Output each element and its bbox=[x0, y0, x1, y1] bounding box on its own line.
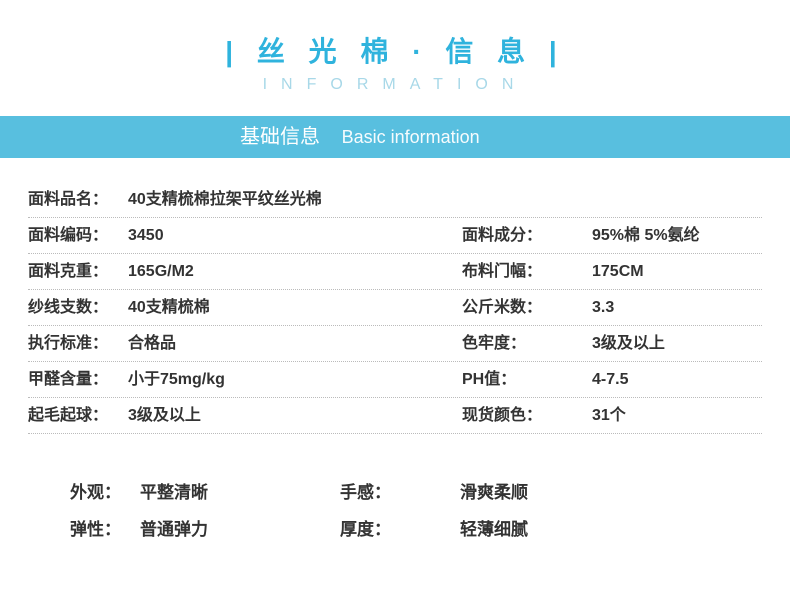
spec-label: 公斤米数： bbox=[462, 290, 592, 325]
prop-value: 轻薄细腻 bbox=[410, 515, 720, 540]
spec-value: 4-7.5 bbox=[592, 362, 762, 397]
section-cn: 基础信息 bbox=[240, 126, 320, 148]
spec-label: 面料成分： bbox=[462, 218, 592, 253]
prop-label: 外观： bbox=[70, 478, 140, 503]
section-bar: 基础信息 Basic information bbox=[0, 116, 790, 158]
spec-row: 甲醛含量： 小于75mg/kg PH值： 4-7.5 bbox=[28, 362, 762, 398]
spec-value: 165G/M2 bbox=[128, 254, 462, 289]
spec-row: 起毛起球： 3级及以上 现货颜色： 31个 bbox=[28, 398, 762, 434]
spec-row: 面料克重： 165G/M2 布料门幅： 175CM bbox=[28, 254, 762, 290]
sub-title: INFORMATION bbox=[0, 76, 790, 94]
spec-value: 95%棉 5%氨纶 bbox=[592, 218, 762, 253]
spec-label: 起毛起球： bbox=[28, 398, 128, 433]
prop-value: 普通弹力 bbox=[140, 515, 340, 540]
spec-label: 色牢度： bbox=[462, 326, 592, 361]
spec-row: 执行标准： 合格品 色牢度： 3级及以上 bbox=[28, 326, 762, 362]
spec-value: 小于75mg/kg bbox=[128, 362, 462, 397]
prop-value: 滑爽柔顺 bbox=[410, 478, 720, 503]
spec-row: 面料品名： 40支精梳棉拉架平纹丝光棉 bbox=[28, 182, 762, 218]
spec-value: 合格品 bbox=[128, 326, 462, 361]
spec-value: 40支精梳棉 bbox=[128, 290, 462, 325]
prop-label: 手感： bbox=[340, 478, 410, 503]
spec-value: 3450 bbox=[128, 218, 462, 253]
prop-label: 弹性： bbox=[70, 515, 140, 540]
prop-row: 弹性： 普通弹力 厚度： 轻薄细腻 bbox=[70, 515, 720, 540]
spec-label: 布料门幅： bbox=[462, 254, 592, 289]
spec-value: 3.3 bbox=[592, 290, 762, 325]
spec-row: 面料编码： 3450 面料成分： 95%棉 5%氨纶 bbox=[28, 218, 762, 254]
spec-label: 纱线支数： bbox=[28, 290, 128, 325]
spec-label: 执行标准： bbox=[28, 326, 128, 361]
spec-label: 甲醛含量： bbox=[28, 362, 128, 397]
title-block: | 丝 光 棉 · 信 息 | INFORMATION bbox=[0, 0, 790, 94]
spec-row: 纱线支数： 40支精梳棉 公斤米数： 3.3 bbox=[28, 290, 762, 326]
prop-value: 平整清晰 bbox=[140, 478, 340, 503]
section-en: Basic information bbox=[342, 127, 480, 147]
prop-row: 外观： 平整清晰 手感： 滑爽柔顺 bbox=[70, 478, 720, 503]
spec-table: 面料品名： 40支精梳棉拉架平纹丝光棉 面料编码： 3450 面料成分： 95%… bbox=[28, 182, 762, 434]
main-title: | 丝 光 棉 · 信 息 | bbox=[0, 30, 790, 70]
spec-value: 3级及以上 bbox=[592, 326, 762, 361]
properties-block: 外观： 平整清晰 手感： 滑爽柔顺 弹性： 普通弹力 厚度： 轻薄细腻 bbox=[70, 478, 720, 540]
spec-value: 40支精梳棉拉架平纹丝光棉 bbox=[128, 182, 762, 217]
spec-label: 面料品名： bbox=[28, 182, 128, 217]
prop-label: 厚度： bbox=[340, 515, 410, 540]
spec-value: 31个 bbox=[592, 398, 762, 433]
spec-value: 3级及以上 bbox=[128, 398, 462, 433]
spec-label: 现货颜色： bbox=[462, 398, 592, 433]
spec-label: 面料克重： bbox=[28, 254, 128, 289]
spec-value: 175CM bbox=[592, 254, 762, 289]
spec-label: 面料编码： bbox=[28, 218, 128, 253]
spec-label: PH值： bbox=[462, 362, 592, 397]
